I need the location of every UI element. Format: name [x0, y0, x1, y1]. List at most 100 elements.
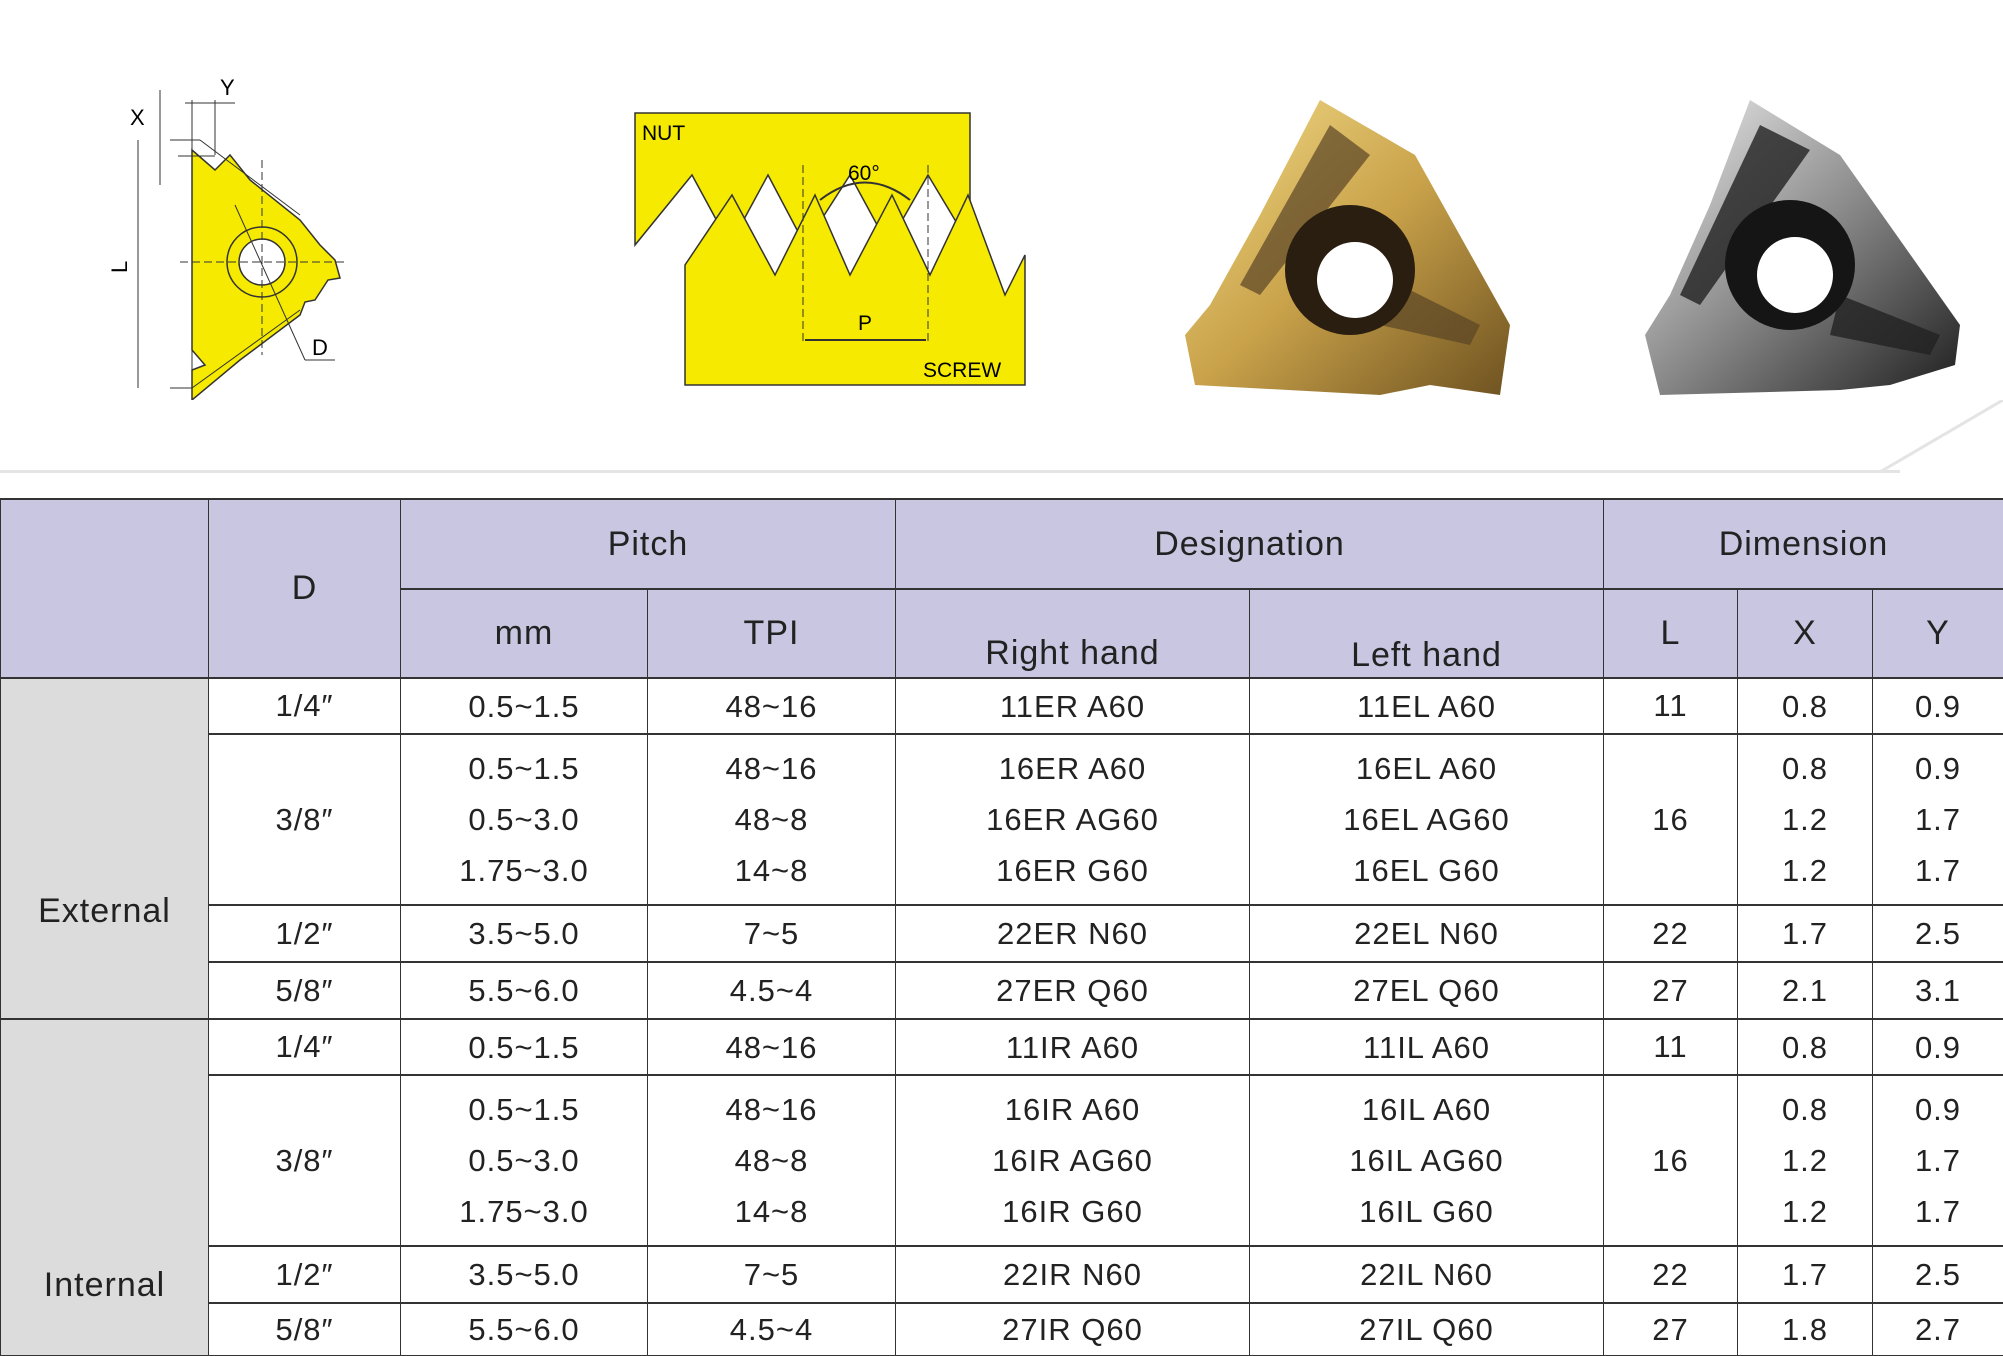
cell-y: 3.1 [1873, 965, 2003, 1016]
cell-x: 2.1 [1738, 965, 1872, 1016]
cell-x-cell: 0.8 [1738, 1019, 1873, 1075]
cell-right-hand: 16IR AG60 [896, 1135, 1249, 1186]
header-pitch: Pitch [401, 499, 896, 589]
cell-tpi: 48~16 [648, 1084, 895, 1135]
cell-mm-cell: 3.5~5.0 [401, 1246, 648, 1303]
cell-tpi: 14~8 [648, 1186, 895, 1237]
cell-y: 1.7 [1873, 845, 2003, 896]
header-x: X [1738, 589, 1873, 678]
cell-tpi-cell: 48~16 [648, 678, 896, 734]
cell-x: 1.2 [1738, 845, 1872, 896]
cell-y-cell: 0.9 [1873, 1019, 2003, 1075]
cell-left-hand: 11EL A60 [1250, 681, 1603, 732]
cell-tpi: 48~8 [648, 794, 895, 845]
cell-tpi: 7~5 [648, 908, 895, 959]
cell-y-cell: 2.5 [1873, 1246, 2003, 1303]
cell-tpi: 48~16 [648, 1022, 895, 1073]
panel-corner [1880, 400, 2003, 475]
label-y: Y [220, 75, 235, 100]
insert-dimension-diagram: X Y L D [100, 70, 400, 400]
cell-mm: 0.5~1.5 [401, 743, 647, 794]
cell-right-hand: 16ER G60 [896, 845, 1249, 896]
header-mm: mm [401, 589, 648, 678]
cell-right-hand-cell: 22IR N60 [896, 1246, 1250, 1303]
cell-x: 1.7 [1738, 908, 1872, 959]
cell-right-hand-cell: 22ER N60 [896, 905, 1250, 962]
cell-mm: 3.5~5.0 [401, 908, 647, 959]
header-left-hand: Left hand [1250, 589, 1604, 678]
cell-right-hand: 27IR Q60 [896, 1304, 1249, 1355]
cell-tpi-cell: 4.5~4 [648, 962, 896, 1019]
cell-tpi-cell: 4.5~4 [648, 1303, 896, 1356]
cell-l: 11 [1604, 678, 1738, 734]
cell-l: 11 [1604, 1019, 1738, 1075]
cell-d: 5/8″ [209, 1303, 401, 1356]
cell-y-cell: 0.9 [1873, 678, 2003, 734]
insert-spec-table: D Pitch Designation Dimension mm TPI Rig… [0, 498, 2003, 1356]
group-label: Internal [1, 1019, 209, 1356]
cell-right-hand: 16ER A60 [896, 743, 1249, 794]
cell-d: 1/4″ [209, 678, 401, 734]
cell-left-hand-cell: 22EL N60 [1250, 905, 1604, 962]
header-right-hand: Right hand [896, 589, 1250, 678]
cell-mm-cell: 0.5~1.5 [401, 1019, 648, 1075]
header-group [1, 499, 209, 678]
cell-y-cell: 2.5 [1873, 905, 2003, 962]
cell-l: 16 [1604, 1075, 1738, 1246]
cell-left-hand: 27IL Q60 [1250, 1304, 1603, 1355]
cell-d: 5/8″ [209, 962, 401, 1019]
cell-tpi: 48~16 [648, 743, 895, 794]
cell-y: 0.9 [1873, 1022, 2003, 1073]
label-l: L [107, 261, 132, 273]
cell-mm: 1.75~3.0 [401, 845, 647, 896]
header-designation: Designation [896, 499, 1604, 589]
cell-x: 1.8 [1738, 1304, 1872, 1355]
cell-right-hand: 22ER N60 [896, 908, 1249, 959]
cell-tpi-cell: 7~5 [648, 905, 896, 962]
cell-right-hand: 16IR G60 [896, 1186, 1249, 1237]
label-pitch: P [858, 312, 872, 335]
cell-mm: 5.5~6.0 [401, 1304, 647, 1355]
cell-right-hand-cell: 11ER A60 [896, 678, 1250, 734]
cell-mm: 0.5~1.5 [401, 1084, 647, 1135]
cell-y-cell: 2.7 [1873, 1303, 2003, 1356]
cell-left-hand-cell: 22IL N60 [1250, 1246, 1604, 1303]
header-tpi: TPI [648, 589, 896, 678]
cell-d: 1/4″ [209, 1019, 401, 1075]
cell-mm: 0.5~1.5 [401, 681, 647, 732]
cell-tpi-cell: 48~16 [648, 1019, 896, 1075]
header-y: Y [1873, 589, 2003, 678]
cell-d: 1/2″ [209, 905, 401, 962]
cell-tpi: 48~16 [648, 681, 895, 732]
cell-x-cell: 1.7 [1738, 905, 1873, 962]
cell-mm-cell: 5.5~6.0 [401, 962, 648, 1019]
cell-y: 0.9 [1873, 681, 2003, 732]
cell-y: 2.5 [1873, 1249, 2003, 1300]
cell-x: 1.7 [1738, 1249, 1872, 1300]
cell-left-hand-cell: 27EL Q60 [1250, 962, 1604, 1019]
cell-x: 0.8 [1738, 1084, 1872, 1135]
cell-y: 0.9 [1873, 1084, 2003, 1135]
cell-x: 1.2 [1738, 794, 1872, 845]
cell-y: 1.7 [1873, 1186, 2003, 1237]
cell-right-hand-cell: 27IR Q60 [896, 1303, 1250, 1356]
cell-right-hand: 16ER AG60 [896, 794, 1249, 845]
cell-right-hand: 27ER Q60 [896, 965, 1249, 1016]
silver-insert-photo [1640, 95, 1970, 405]
label-angle: 60° [848, 162, 880, 185]
label-screw: SCREW [923, 359, 1001, 382]
